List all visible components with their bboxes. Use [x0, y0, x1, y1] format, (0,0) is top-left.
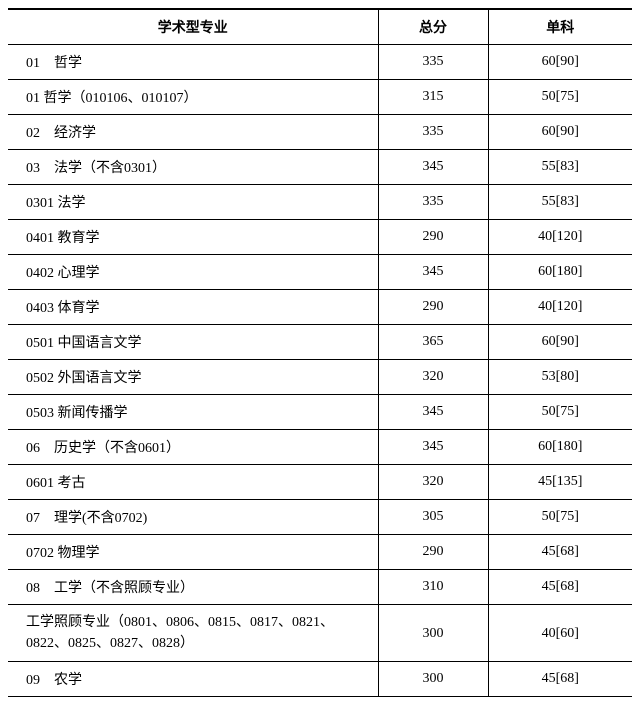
cell-single: 40[60]	[488, 605, 632, 662]
cell-major: 0702 物理学	[8, 535, 378, 570]
cell-major: 0501 中国语言文学	[8, 325, 378, 360]
cell-total: 300	[378, 662, 488, 697]
cell-total: 315	[378, 80, 488, 115]
cell-major: 0601 考古	[8, 465, 378, 500]
cell-single: 45[135]	[488, 465, 632, 500]
cell-single: 45[68]	[488, 570, 632, 605]
table-row: 06 历史学（不含0601）34560[180]	[8, 430, 632, 465]
cell-major: 08 工学（不含照顾专业）	[8, 570, 378, 605]
table-row: 0501 中国语言文学36560[90]	[8, 325, 632, 360]
table-row: 07 理学(不含0702)30550[75]	[8, 500, 632, 535]
cell-total: 290	[378, 220, 488, 255]
cell-total: 300	[378, 605, 488, 662]
cell-major: 0503 新闻传播学	[8, 395, 378, 430]
cell-single: 50[75]	[488, 80, 632, 115]
cell-single: 40[120]	[488, 220, 632, 255]
cell-single: 40[120]	[488, 290, 632, 325]
cell-major: 06 历史学（不含0601）	[8, 430, 378, 465]
table-row: 01 哲学33560[90]	[8, 45, 632, 80]
table-row: 0502 外国语言文学32053[80]	[8, 360, 632, 395]
cell-major: 01 哲学	[8, 45, 378, 80]
header-total: 总分	[378, 9, 488, 45]
cell-major: 0401 教育学	[8, 220, 378, 255]
table-row: 08 工学（不含照顾专业）31045[68]	[8, 570, 632, 605]
score-table: 学术型专业 总分 单科 01 哲学33560[90]01 哲学（010106、0…	[8, 8, 632, 697]
cell-single: 60[90]	[488, 115, 632, 150]
cell-total: 305	[378, 500, 488, 535]
cell-total: 335	[378, 185, 488, 220]
cell-total: 335	[378, 115, 488, 150]
table-row: 01 哲学（010106、010107）31550[75]	[8, 80, 632, 115]
cell-single: 45[68]	[488, 662, 632, 697]
cell-single: 60[180]	[488, 255, 632, 290]
header-single: 单科	[488, 9, 632, 45]
table-row: 0503 新闻传播学34550[75]	[8, 395, 632, 430]
cell-total: 345	[378, 395, 488, 430]
header-major: 学术型专业	[8, 9, 378, 45]
table-row: 0301 法学33555[83]	[8, 185, 632, 220]
cell-single: 45[68]	[488, 535, 632, 570]
table-row: 工学照顾专业（0801、0806、0815、0817、0821、0822、082…	[8, 605, 632, 662]
cell-major: 0301 法学	[8, 185, 378, 220]
cell-single: 50[75]	[488, 395, 632, 430]
table-row: 0401 教育学29040[120]	[8, 220, 632, 255]
cell-major: 0402 心理学	[8, 255, 378, 290]
cell-major: 03 法学（不含0301）	[8, 150, 378, 185]
cell-single: 60[90]	[488, 45, 632, 80]
cell-total: 320	[378, 465, 488, 500]
cell-single: 60[180]	[488, 430, 632, 465]
cell-major: 01 哲学（010106、010107）	[8, 80, 378, 115]
cell-single: 53[80]	[488, 360, 632, 395]
cell-major: 02 经济学	[8, 115, 378, 150]
cell-major: 09 农学	[8, 662, 378, 697]
cell-major: 工学照顾专业（0801、0806、0815、0817、0821、0822、082…	[8, 605, 378, 662]
table-body: 01 哲学33560[90]01 哲学（010106、010107）31550[…	[8, 45, 632, 697]
table-row: 03 法学（不含0301）34555[83]	[8, 150, 632, 185]
cell-total: 365	[378, 325, 488, 360]
table-row: 0601 考古32045[135]	[8, 465, 632, 500]
table-row: 09 农学30045[68]	[8, 662, 632, 697]
cell-single: 50[75]	[488, 500, 632, 535]
cell-total: 290	[378, 290, 488, 325]
table-row: 0403 体育学29040[120]	[8, 290, 632, 325]
cell-major: 07 理学(不含0702)	[8, 500, 378, 535]
cell-total: 310	[378, 570, 488, 605]
cell-single: 55[83]	[488, 150, 632, 185]
cell-total: 345	[378, 430, 488, 465]
table-row: 0402 心理学34560[180]	[8, 255, 632, 290]
cell-major: 0403 体育学	[8, 290, 378, 325]
table-row: 02 经济学33560[90]	[8, 115, 632, 150]
cell-total: 345	[378, 255, 488, 290]
cell-single: 60[90]	[488, 325, 632, 360]
cell-total: 290	[378, 535, 488, 570]
table-row: 0702 物理学29045[68]	[8, 535, 632, 570]
cell-major: 0502 外国语言文学	[8, 360, 378, 395]
cell-total: 345	[378, 150, 488, 185]
cell-total: 335	[378, 45, 488, 80]
cell-total: 320	[378, 360, 488, 395]
cell-single: 55[83]	[488, 185, 632, 220]
header-row: 学术型专业 总分 单科	[8, 9, 632, 45]
